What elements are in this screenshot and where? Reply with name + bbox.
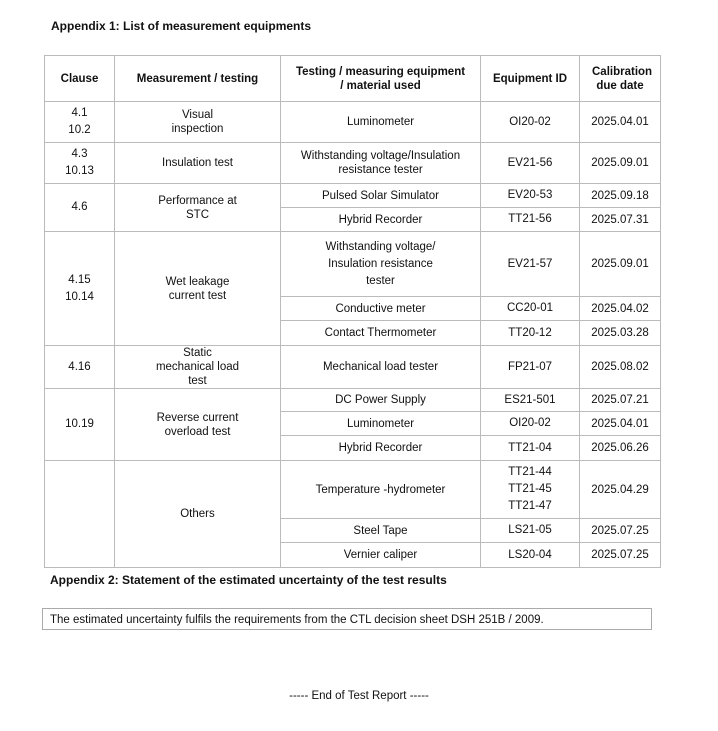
equipment-cell: Vernier caliper: [280, 542, 481, 568]
equipment-cell: Luminometer: [280, 101, 481, 143]
equipment-id-cell: CC20-01: [480, 296, 580, 321]
equipment-id-cell: TT20-12: [480, 320, 580, 346]
clause-cell: 4.6: [44, 183, 115, 232]
equipment-id-cell: EV21-56: [480, 142, 580, 184]
equipment-id-cell: EV21-57: [480, 231, 580, 297]
clause-cell: 4.16: [44, 345, 115, 389]
equipment-cell: Withstanding voltage/ Insulation resista…: [280, 231, 481, 297]
equipment-table: Clause Measurement / testing Testing / m…: [44, 55, 661, 568]
appendix1-title: Appendix 1: List of measurement equipmen…: [51, 19, 312, 33]
equipment-cell: Luminometer: [280, 411, 481, 436]
uncertainty-statement: The estimated uncertainty fulfils the re…: [42, 608, 652, 630]
table-row: 4.15 10.14 Wet leakage current test Withst…: [44, 231, 661, 346]
equipment-cell: Hybrid Recorder: [280, 207, 481, 232]
equipment-id-cell: FP21-07: [480, 345, 580, 389]
measurement-cell: Visual inspection: [114, 101, 281, 143]
clause-cell: 10.19: [44, 388, 115, 461]
table-row: Vernier caliper LS20-04 2025.07.25: [45, 542, 661, 568]
table-row: 4.6 Performance at STC Pulsed Solar Simula…: [44, 183, 661, 232]
table-row: Others Temperature -hydrometer TT21-44 TT2…: [44, 460, 661, 568]
calibration-date-cell: 2025.04.29: [579, 460, 661, 519]
calibration-date-cell: 2025.04.01: [579, 411, 661, 436]
table-row: Conductive meter CC20-01 2025.04.02: [45, 296, 661, 321]
table-row: 10.19 Reverse current overload test DC Pow…: [44, 388, 661, 461]
measurement-cell: Performance at STC: [114, 183, 281, 232]
header-equipment: Testing / measuring equipment / material…: [280, 55, 481, 102]
header-clause: Clause: [44, 55, 115, 102]
table-row: Contact Thermometer TT20-12 2025.03.28: [45, 320, 661, 346]
measurement-cell: Others: [114, 460, 281, 568]
calibration-date-cell: 2025.03.28: [579, 320, 661, 346]
calibration-date-cell: 2025.04.01: [579, 101, 661, 143]
end-of-report: ----- End of Test Report -----: [289, 690, 429, 702]
table-row: 4.3 10.13 Insulation test Withstanding vol…: [44, 142, 661, 184]
equipment-id-cell: ES21-501: [480, 388, 580, 412]
calibration-date-cell: 2025.07.31: [579, 207, 661, 232]
measurement-cell: Wet leakage current test: [114, 231, 281, 346]
equipment-cell: Withstanding voltage/Insulation resistan…: [280, 142, 481, 184]
calibration-date-cell: 2025.09.01: [579, 231, 661, 297]
table-row: 4.1 10.2 Visual inspection Luminometer OI20…: [44, 101, 661, 143]
equipment-cell: Pulsed Solar Simulator: [280, 183, 481, 208]
calibration-date-cell: 2025.07.25: [579, 542, 661, 568]
clause-cell: [44, 460, 115, 568]
equipment-id-cell: LS21-05: [480, 518, 580, 543]
calibration-date-cell: 2025.09.18: [579, 183, 661, 208]
measurement-cell: Static mechanical load test: [114, 345, 281, 389]
calibration-date-cell: 2025.09.01: [579, 142, 661, 184]
equipment-cell: Steel Tape: [280, 518, 481, 543]
calibration-date-cell: 2025.08.02: [579, 345, 661, 389]
header-row: Clause Measurement / testing Testing / m…: [44, 55, 661, 102]
measurement-cell: Reverse current overload test: [114, 388, 281, 461]
measurement-cell: Insulation test: [114, 142, 281, 184]
equipment-id-cell: TT21-44 TT21-45 TT21-47: [480, 460, 580, 519]
calibration-date-cell: 2025.07.25: [579, 518, 661, 543]
table-row: Luminometer OI20-02 2025.04.01: [45, 411, 661, 436]
clause-cell: 4.15 10.14: [44, 231, 115, 346]
equipment-id-cell: TT21-56: [480, 207, 580, 232]
header-equipment-id: Equipment ID: [480, 55, 580, 102]
equipment-cell: Conductive meter: [280, 296, 481, 321]
calibration-date-cell: 2025.04.02: [579, 296, 661, 321]
calibration-date-cell: 2025.07.21: [579, 388, 661, 412]
equipment-cell: DC Power Supply: [280, 388, 481, 412]
equipment-id-cell: LS20-04: [480, 542, 580, 568]
equipment-cell: Mechanical load tester: [280, 345, 481, 389]
equipment-id-cell: OI20-02: [480, 101, 580, 143]
equipment-cell: Temperature -hydrometer: [280, 460, 481, 519]
header-measurement: Measurement / testing: [114, 55, 281, 102]
table-row: Steel Tape LS21-05 2025.07.25: [45, 518, 661, 543]
equipment-cell: Hybrid Recorder: [280, 435, 481, 461]
calibration-date-cell: 2025.06.26: [579, 435, 661, 461]
equipment-cell: Contact Thermometer: [280, 320, 481, 346]
appendix2-title: Appendix 2: Statement of the estimated u…: [50, 573, 447, 587]
equipment-id-cell: OI20-02: [480, 411, 580, 436]
equipment-id-cell: TT21-04: [480, 435, 580, 461]
header-calibration-date: Calibration due date: [579, 55, 661, 102]
clause-cell: 4.1 10.2: [44, 101, 115, 143]
clause-cell: 4.3 10.13: [44, 142, 115, 184]
table-row: Hybrid Recorder TT21-56 2025.07.31: [45, 207, 661, 232]
table-row: Hybrid Recorder TT21-04 2025.06.26: [45, 435, 661, 461]
equipment-id-cell: EV20-53: [480, 183, 580, 208]
table-row: 4.16 Static mechanical load test Mechanica…: [44, 345, 661, 389]
